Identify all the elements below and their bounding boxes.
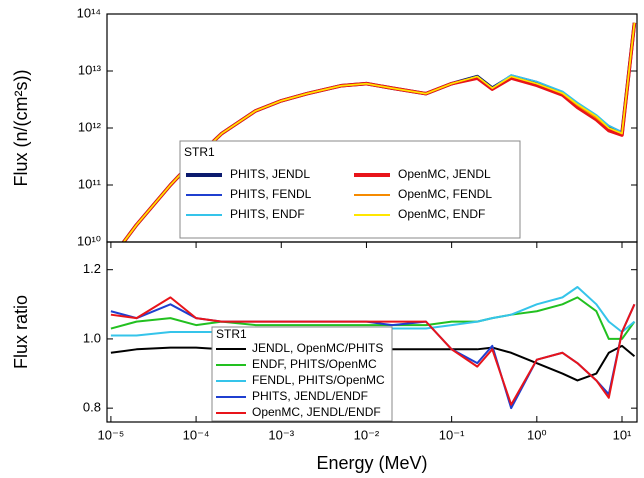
x-tick-label: 10⁻⁴	[183, 427, 210, 442]
x-tick-label: 10⁻¹	[439, 427, 465, 442]
x-axis-title: Energy (MeV)	[316, 453, 427, 473]
y-tick-label: 10¹¹	[78, 176, 102, 191]
legend-label: PHITS, JENDL/ENDF	[252, 389, 368, 403]
y-tick-label: 10¹⁴	[77, 5, 101, 20]
legend-label: FENDL, PHITS/OpenMC	[252, 373, 385, 387]
y-tick-label: 10¹⁰	[77, 233, 101, 248]
x-tick-label: 10⁰	[527, 427, 547, 442]
series-line	[110, 296, 636, 406]
y-tick-label: 10¹³	[78, 62, 102, 77]
series-line	[110, 296, 636, 340]
y-tick-label: 0.8	[83, 400, 101, 415]
y-tick-label: 1.2	[83, 261, 101, 276]
x-tick-label: 10⁻³	[268, 427, 294, 442]
x-tick-label: 10⁻²	[354, 427, 380, 442]
legend-label: PHITS, ENDF	[230, 207, 305, 221]
legend-box	[211, 326, 393, 422]
legend-label: ENDF, PHITS/OpenMC	[252, 357, 377, 371]
plot-frame	[106, 241, 638, 423]
y-axis-title: Flux ratio	[11, 295, 31, 369]
x-tick-label: 10¹	[613, 427, 632, 442]
legend-label: PHITS, JENDL	[230, 167, 310, 181]
legend-label: OpenMC, JENDL	[398, 167, 491, 181]
y-tick-label: 1.0	[83, 330, 101, 345]
legend-label: OpenMC, FENDL	[398, 187, 492, 201]
legend-label: OpenMC, ENDF	[398, 207, 485, 221]
legend-label: OpenMC, JENDL/ENDF	[252, 405, 381, 419]
legend-label: PHITS, FENDL	[230, 187, 312, 201]
legend-title: STR1	[216, 327, 247, 341]
x-tick-label: 10⁻⁵	[98, 427, 125, 442]
plot-lines	[110, 286, 636, 410]
legend-label: JENDL, OpenMC/PHITS	[252, 341, 383, 355]
legend-title: STR1	[184, 145, 215, 159]
legend-box	[179, 140, 521, 239]
y-axis-title: Flux (n/(cm²s))	[11, 70, 31, 187]
y-tick-label: 10¹²	[78, 119, 102, 134]
